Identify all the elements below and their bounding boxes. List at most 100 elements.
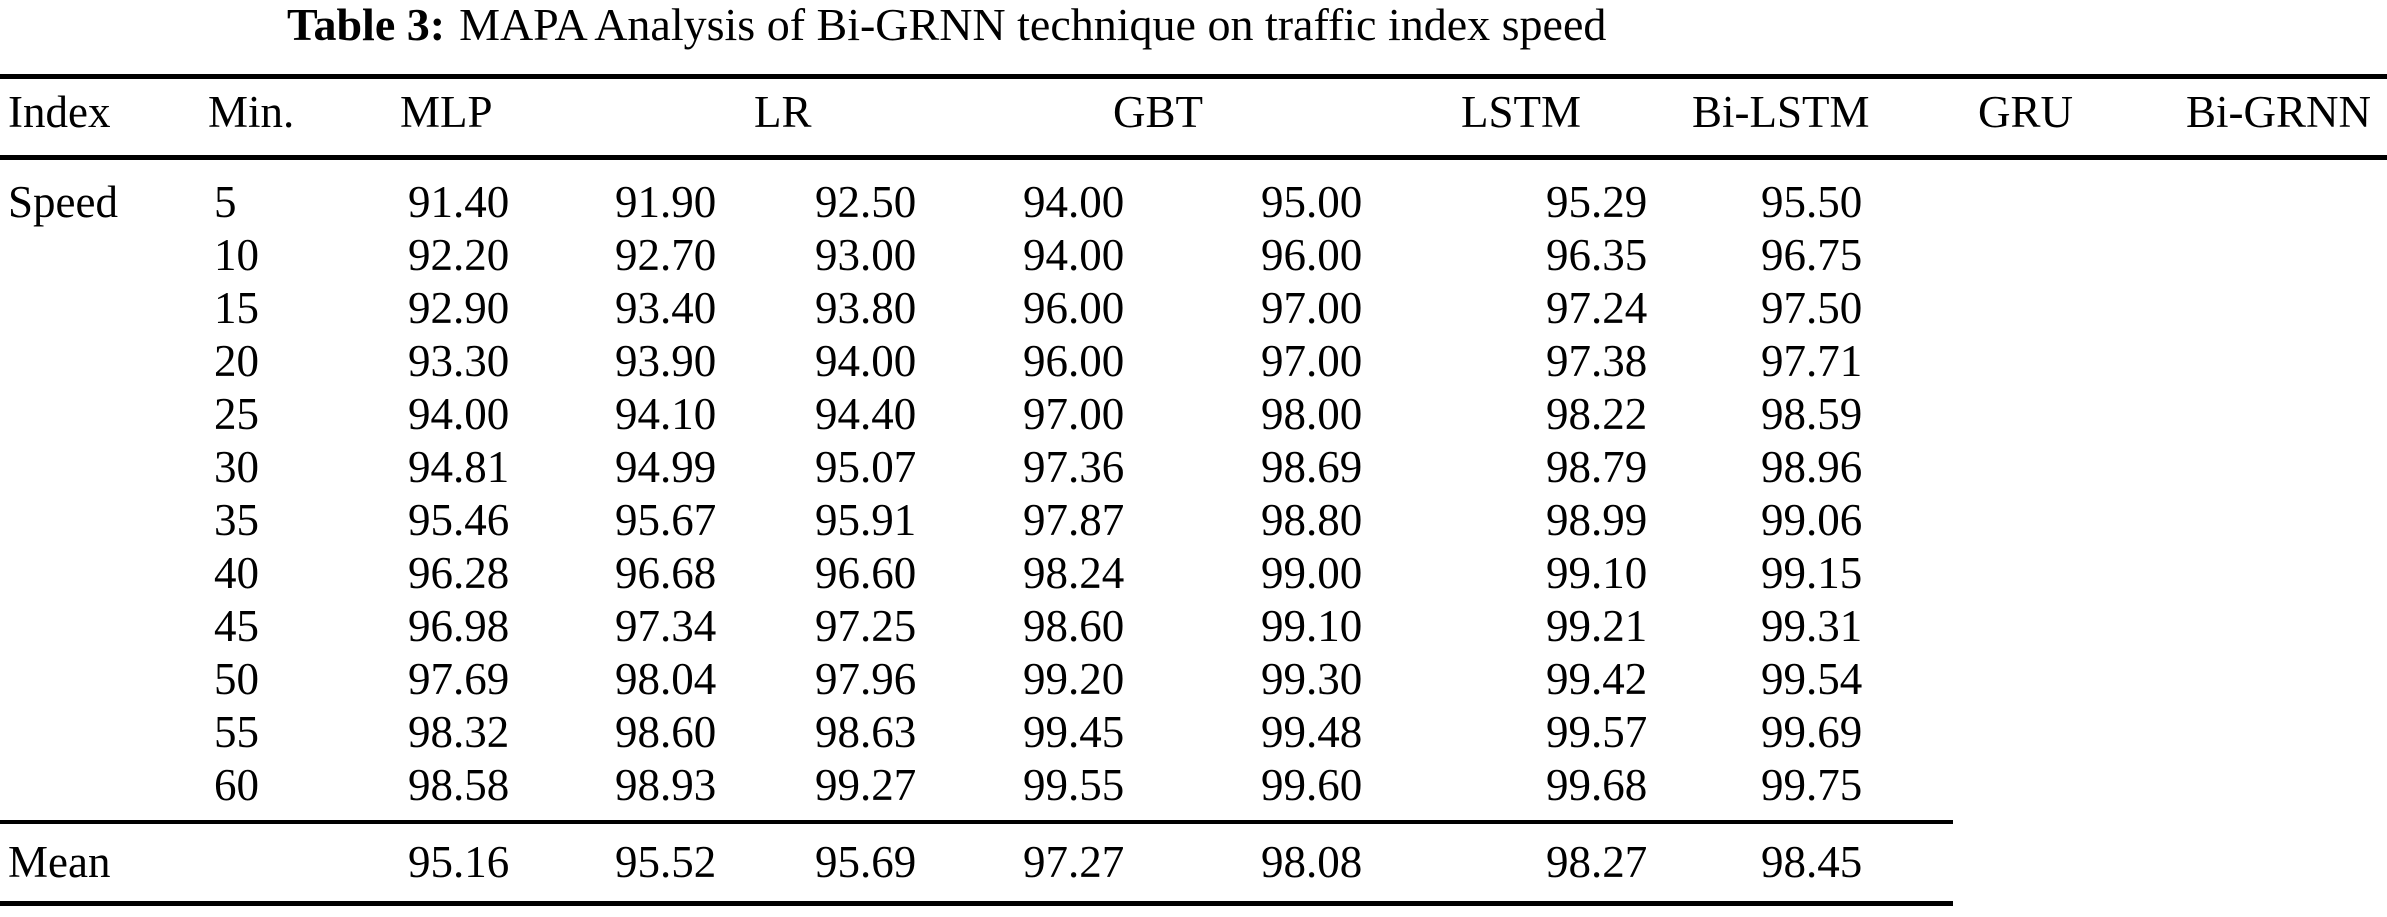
cell-value: 98.63 <box>815 707 917 757</box>
header-bottom-rule <box>0 155 2387 160</box>
cell-value: 98.99 <box>1546 495 1648 545</box>
cell-value: 91.40 <box>408 177 510 227</box>
mean-value: 95.52 <box>615 837 717 887</box>
cell-value: 94.81 <box>408 442 510 492</box>
cell-value: 99.60 <box>1261 760 1363 810</box>
cell-value: 98.60 <box>615 707 717 757</box>
cell-value: 99.06 <box>1761 495 1863 545</box>
cell-value: 95.50 <box>1761 177 1863 227</box>
cell-value: 97.38 <box>1546 336 1648 386</box>
cell-value: 94.10 <box>615 389 717 439</box>
column-header-bi-grnn: Bi-GRNN <box>2186 87 2372 137</box>
cell-min: 45 <box>214 601 259 651</box>
table-row: 55 98.32 98.60 98.63 99.45 99.48 99.57 99.69 <box>0 710 2387 763</box>
mean-value: 95.69 <box>815 837 917 887</box>
cell-value: 93.40 <box>615 283 717 333</box>
cell-value: 91.90 <box>615 177 717 227</box>
cell-value: 98.80 <box>1261 495 1363 545</box>
table-top-rule <box>0 74 2387 79</box>
cell-min: 40 <box>214 548 259 598</box>
cell-value: 97.36 <box>1023 442 1125 492</box>
cell-value: 99.21 <box>1546 601 1648 651</box>
cell-value: 95.29 <box>1546 177 1648 227</box>
cell-value: 99.10 <box>1546 548 1648 598</box>
cell-value: 93.90 <box>615 336 717 386</box>
table-row: 45 96.98 97.34 97.25 98.60 99.10 99.21 99.31 <box>0 604 2387 657</box>
cell-value: 96.75 <box>1761 230 1863 280</box>
cell-value: 97.34 <box>615 601 717 651</box>
table-row: 30 94.81 94.99 95.07 97.36 98.69 98.79 98.96 <box>0 445 2387 498</box>
cell-value: 98.59 <box>1761 389 1863 439</box>
cell-value: 98.32 <box>408 707 510 757</box>
table-caption-text: MAPA Analysis of Bi-GRNN technique on tr… <box>459 0 1607 50</box>
cell-value: 99.45 <box>1023 707 1125 757</box>
cell-value: 99.15 <box>1761 548 1863 598</box>
cell-value: 96.00 <box>1023 283 1125 333</box>
cell-value: 98.69 <box>1261 442 1363 492</box>
cell-value: 95.91 <box>815 495 917 545</box>
cell-value: 99.57 <box>1546 707 1648 757</box>
cell-value: 92.50 <box>815 177 917 227</box>
mean-value: 98.08 <box>1261 837 1363 887</box>
cell-value: 99.30 <box>1261 654 1363 704</box>
cell-value: 98.93 <box>615 760 717 810</box>
table-row: 35 95.46 95.67 95.91 97.87 98.80 98.99 99.06 <box>0 498 2387 551</box>
cell-value: 94.00 <box>408 389 510 439</box>
cell-min: 20 <box>214 336 259 386</box>
mean-top-rule <box>0 820 1953 824</box>
cell-value: 99.68 <box>1546 760 1648 810</box>
column-header-min-: Min. <box>208 87 295 137</box>
cell-value: 99.55 <box>1023 760 1125 810</box>
cell-value: 98.04 <box>615 654 717 704</box>
column-header-mlp: MLP <box>400 87 493 137</box>
table-row: 50 97.69 98.04 97.96 99.20 99.30 99.42 99.54 <box>0 657 2387 710</box>
cell-min: 15 <box>214 283 259 333</box>
cell-value: 97.96 <box>815 654 917 704</box>
cell-value: 96.98 <box>408 601 510 651</box>
cell-value: 97.00 <box>1261 336 1363 386</box>
column-header-bi-lstm: Bi-LSTM <box>1692 87 1870 137</box>
column-header-index: Index <box>8 87 111 137</box>
column-header-lr: LR <box>754 87 812 137</box>
column-header-lstm: LSTM <box>1461 87 1582 137</box>
cell-value: 98.58 <box>408 760 510 810</box>
cell-value: 97.71 <box>1761 336 1863 386</box>
cell-value: 99.48 <box>1261 707 1363 757</box>
table-body: Speed 5 91.40 91.90 92.50 94.00 95.00 95.29 95.5… <box>0 180 2387 816</box>
cell-value: 98.24 <box>1023 548 1125 598</box>
cell-value: 95.46 <box>408 495 510 545</box>
table-caption: Table 3: MAPA Analysis of Bi-GRNN techniq… <box>287 1 1606 49</box>
cell-min: 5 <box>214 177 237 227</box>
cell-value: 99.27 <box>815 760 917 810</box>
cell-value: 97.00 <box>1261 283 1363 333</box>
mean-value: 97.27 <box>1023 837 1125 887</box>
cell-value: 99.54 <box>1761 654 1863 704</box>
mean-value: 95.16 <box>408 837 510 887</box>
cell-value: 92.70 <box>615 230 717 280</box>
cell-min: 25 <box>214 389 259 439</box>
mean-value: 98.27 <box>1546 837 1648 887</box>
table-row: 25 94.00 94.10 94.40 97.00 98.00 98.22 98.59 <box>0 392 2387 445</box>
cell-min: 35 <box>214 495 259 545</box>
cell-min: 10 <box>214 230 259 280</box>
cell-value: 99.20 <box>1023 654 1125 704</box>
cell-value: 93.80 <box>815 283 917 333</box>
cell-value: 95.67 <box>615 495 717 545</box>
cell-value: 99.69 <box>1761 707 1863 757</box>
mean-label: Mean <box>8 837 111 887</box>
cell-value: 99.42 <box>1546 654 1648 704</box>
cell-value: 95.00 <box>1261 177 1363 227</box>
cell-value: 99.00 <box>1261 548 1363 598</box>
cell-value: 98.22 <box>1546 389 1648 439</box>
cell-value: 94.40 <box>815 389 917 439</box>
cell-value: 96.28 <box>408 548 510 598</box>
column-header-gbt: GBT <box>1113 87 1203 137</box>
cell-min: 50 <box>214 654 259 704</box>
table-row: 60 98.58 98.93 99.27 99.55 99.60 99.68 99.75 <box>0 763 2387 816</box>
table-header-row: Index Min. MLP LR GBT LSTM Bi-LSTM GRU Bi-GRNN <box>0 90 2387 143</box>
table-row: 10 92.20 92.70 93.00 94.00 96.00 96.35 96.75 <box>0 233 2387 286</box>
cell-value: 93.30 <box>408 336 510 386</box>
cell-value: 92.20 <box>408 230 510 280</box>
cell-value: 95.07 <box>815 442 917 492</box>
